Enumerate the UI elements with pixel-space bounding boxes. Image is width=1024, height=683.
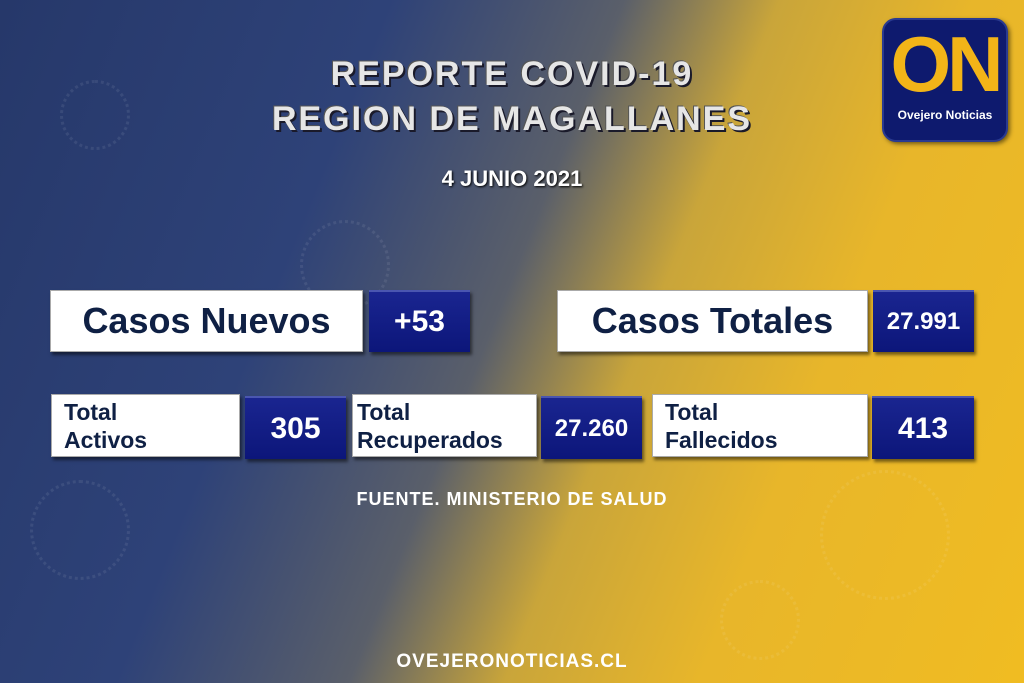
recuperados-label-line2: Recuperados xyxy=(357,426,503,453)
footer-website: OVEJERONOTICIAS.CL xyxy=(396,651,628,672)
virus-decoration xyxy=(30,480,130,580)
logo-name: Ovejero Noticias xyxy=(897,108,993,122)
recuperados-label-line1: Total xyxy=(357,398,411,425)
activos-label-line2: Activos xyxy=(64,426,148,453)
casos-totales-label: Casos Totales xyxy=(557,290,868,352)
virus-decoration xyxy=(820,470,950,600)
source-text: FUENTE. MINISTERIO DE SALUD xyxy=(356,489,668,509)
recuperados-label: Total Recuperados xyxy=(352,394,537,457)
casos-totales-value: 27.991 xyxy=(873,290,974,352)
activos-value: 305 xyxy=(245,396,346,459)
fallecidos-label-line1: Total xyxy=(665,398,719,425)
fallecidos-label: Total Fallecidos xyxy=(652,394,868,457)
logo-letters: ON xyxy=(890,20,1004,108)
fallecidos-label-line2: Fallecidos xyxy=(665,426,778,453)
fallecidos-value: 413 xyxy=(872,396,974,459)
casos-nuevos-value: +53 xyxy=(369,290,470,352)
activos-label: Total Activos xyxy=(51,394,240,457)
title-line-1: REPORTE COVID-19 xyxy=(330,55,694,93)
title-line-2: REGION DE MAGALLANES xyxy=(271,100,753,138)
casos-nuevos-label: Casos Nuevos xyxy=(50,290,363,352)
activos-label-line1: Total xyxy=(64,398,118,425)
virus-decoration xyxy=(60,80,130,150)
recuperados-value: 27.260 xyxy=(541,396,642,459)
virus-decoration xyxy=(720,580,800,660)
report-date: 4 JUNIO 2021 xyxy=(441,166,583,191)
ovejero-noticias-logo: ON Ovejero Noticias xyxy=(882,18,1008,142)
